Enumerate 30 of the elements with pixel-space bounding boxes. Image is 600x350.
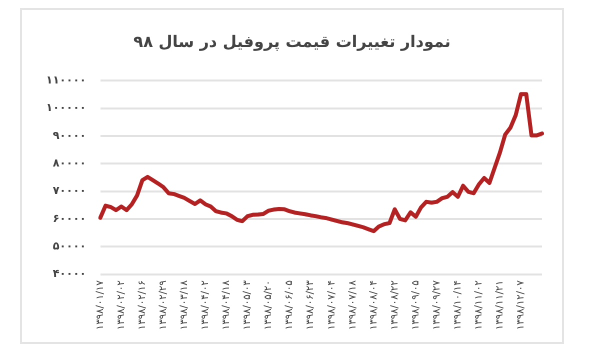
- x-tick-label: ۱۳۹۸/۰۵/۰۳: [242, 280, 254, 330]
- x-tick-label: ۱۳۹۸/۱۲/۰۷: [516, 280, 527, 330]
- x-tick-label: ۱۳۹۸/۰۶/۰۵: [284, 280, 296, 330]
- y-tick-label: ۸۰۰۰۰: [52, 156, 86, 170]
- x-tick-label: ۱۳۹۸/۰۴/۱۸: [221, 280, 232, 330]
- y-tick-label: ۹۰۰۰۰: [52, 128, 86, 142]
- x-tick-label: ۱۳۹۸/۰۷/۰۴: [326, 280, 338, 330]
- y-tick-label: ۱۰۰۰۰۰: [46, 101, 86, 114]
- x-tick-label: ۱۳۹۸/۱۱/۰۲: [473, 280, 484, 330]
- x-tick-label: ۱۳۹۸/۰۲/۲۹: [158, 280, 169, 330]
- x-tick-label: ۱۳۹۸/۰۹/۲۷: [431, 280, 442, 330]
- x-tick-label: ۱۳۹۸/۱۰/۱۴: [452, 280, 464, 330]
- x-tick-label: ۱۳۹۸/۱۱/۲۱: [494, 280, 506, 330]
- chart-title: نمودار تغییرات قیمت پروفیل در سال ۹۸: [132, 32, 452, 51]
- y-tick-label: ۱۱۰۰۰۰: [46, 73, 86, 86]
- y-tick-label: ۴۰۰۰۰: [52, 267, 86, 280]
- x-tick-label: ۱۳۹۸/۰۹/۰۵: [410, 280, 422, 330]
- x-tick-label: ۱۳۹۸/۰۸/۲۲: [389, 280, 400, 330]
- x-tick-label: ۱۳۹۸/۰۶/۲۳: [305, 280, 316, 330]
- y-tick-label: ۶۰۰۰۰: [52, 212, 86, 225]
- x-tick-label: ۱۳۹۸/۰۳/۱۸: [179, 280, 190, 330]
- x-tick-label: ۱۳۹۸/۰۲/۰۲: [116, 280, 127, 330]
- x-tick-label: ۱۳۹۸/۰۷/۱۸: [347, 280, 358, 330]
- x-tick-label: ۱۳۹۸/۰۴/۰۲: [200, 280, 212, 330]
- x-tick-label: ۱۳۹۸/۰۵/۲۰: [263, 280, 274, 330]
- y-tick-label: ۷۰۰۰۰: [52, 184, 86, 198]
- x-tick-label: ۱۳۹۸/۰۸/۰۴: [368, 280, 380, 330]
- y-tick-label: ۵۰۰۰۰: [52, 239, 86, 252]
- x-tick-label: ۱۳۹۸/۰۱/۱۷: [94, 280, 106, 330]
- x-tick-label: ۱۳۹۸/۰۲/۱۶: [136, 280, 148, 330]
